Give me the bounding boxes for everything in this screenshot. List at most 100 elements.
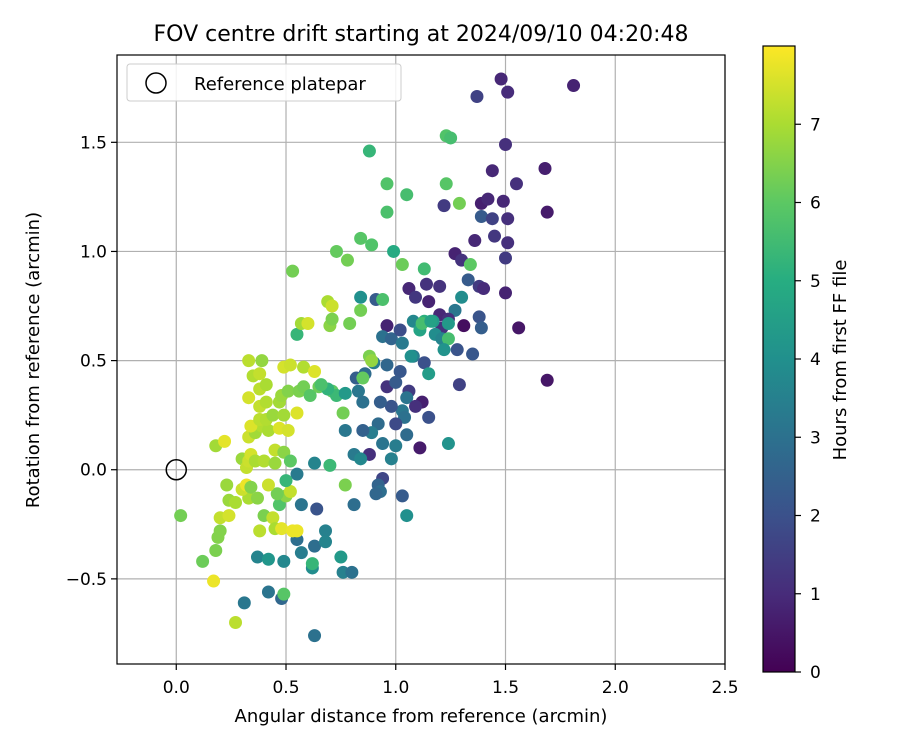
data-point	[400, 188, 414, 202]
data-point	[286, 264, 300, 278]
data-point	[373, 395, 387, 409]
data-point	[499, 286, 513, 300]
data-point	[496, 194, 510, 208]
data-point	[266, 511, 280, 525]
data-point	[340, 253, 354, 267]
data-point	[242, 391, 256, 405]
data-point	[400, 428, 414, 442]
data-point	[174, 509, 188, 523]
colorbar-tick-label: 5	[810, 272, 821, 292]
data-point	[452, 378, 466, 392]
data-point	[266, 408, 280, 422]
y-tick-label: 1.5	[80, 133, 107, 153]
data-point	[218, 434, 232, 448]
data-point	[417, 262, 431, 276]
data-point	[338, 478, 352, 492]
data-point	[365, 354, 379, 368]
colorbar-label: Hours from first FF file	[830, 260, 851, 461]
data-point	[244, 480, 258, 494]
data-point	[481, 192, 495, 206]
data-point	[277, 554, 291, 568]
data-point	[441, 332, 455, 346]
data-point	[384, 452, 398, 466]
reference-point-marker	[165, 458, 188, 481]
data-point	[319, 524, 333, 538]
data-point	[303, 389, 317, 403]
data-point	[277, 408, 291, 422]
data-point	[308, 629, 322, 643]
x-tick-label: 0.0	[163, 678, 190, 698]
data-point	[389, 417, 403, 431]
data-point	[468, 234, 482, 248]
data-point	[301, 316, 315, 330]
data-point	[275, 522, 289, 536]
y-axis-ticks: −0.5 0.0 0.5 1.0 1.5	[66, 133, 117, 590]
colorbar-tick-label: 2	[810, 507, 821, 527]
data-point	[281, 423, 295, 437]
data-point	[290, 406, 304, 420]
data-point	[325, 312, 339, 326]
data-point	[409, 290, 423, 304]
data-point	[472, 310, 486, 324]
data-point	[356, 371, 370, 385]
data-point	[213, 524, 227, 538]
data-point	[384, 332, 398, 346]
plot-frame	[116, 54, 726, 665]
data-point	[422, 410, 436, 424]
data-point	[499, 251, 513, 265]
legend-marker-icon	[145, 72, 167, 94]
data-point	[444, 131, 458, 145]
data-point	[512, 321, 526, 335]
data-point	[270, 487, 284, 501]
x-tick-label: 2.5	[711, 678, 738, 698]
data-point	[253, 524, 267, 538]
data-point	[538, 162, 552, 176]
data-point	[540, 373, 554, 387]
data-point	[255, 354, 269, 368]
data-point	[257, 454, 271, 468]
data-point	[261, 478, 275, 492]
data-point	[294, 546, 308, 560]
colorbar: 0 1 2 3 4 5 6 7 Hours from first FF file	[762, 45, 851, 683]
data-point	[509, 177, 523, 191]
data-point	[351, 384, 365, 398]
data-point	[380, 177, 394, 191]
data-point	[540, 205, 554, 219]
data-point	[455, 290, 469, 304]
x-tick-label: 2.0	[602, 678, 629, 698]
data-point	[494, 72, 508, 86]
data-point	[283, 358, 297, 372]
data-point	[413, 441, 427, 455]
data-point	[474, 321, 488, 335]
data-point	[376, 292, 390, 306]
data-point	[452, 196, 466, 210]
data-point	[297, 360, 311, 374]
colorbar-gradient	[763, 46, 795, 672]
x-axis-label: Angular distance from reference (arcmin)	[235, 706, 608, 727]
data-point	[376, 437, 390, 451]
colorbar-tick-label: 0	[810, 663, 821, 683]
data-point	[209, 543, 223, 557]
grid-lines	[117, 55, 726, 664]
data-point	[380, 319, 394, 333]
data-point	[474, 210, 488, 224]
colorbar-tick-label: 4	[810, 350, 821, 370]
data-point	[419, 277, 433, 291]
data-point	[422, 367, 436, 381]
data-point	[319, 535, 333, 549]
data-point	[334, 550, 348, 564]
data-point	[369, 487, 383, 501]
colorbar-tick-label: 6	[810, 194, 821, 214]
data-point	[499, 137, 513, 151]
colorbar-tick-label: 1	[810, 585, 821, 605]
data-point	[441, 316, 455, 330]
data-point	[457, 319, 471, 333]
data-point	[323, 458, 337, 472]
data-point	[250, 550, 264, 564]
data-point	[354, 290, 368, 304]
data-point	[268, 456, 282, 470]
data-point	[310, 502, 324, 516]
data-point	[387, 244, 401, 258]
